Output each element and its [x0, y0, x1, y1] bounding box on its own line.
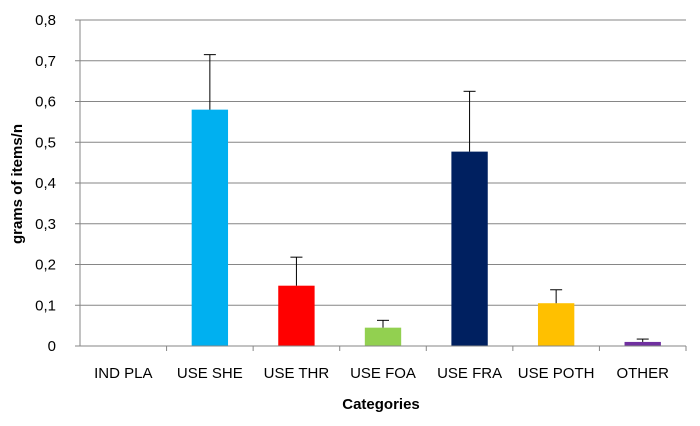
y-tick-label: 0,1: [35, 297, 56, 314]
y-tick-label: 0,8: [35, 12, 56, 29]
y-tick-label: 0,3: [35, 216, 56, 233]
bar: [191, 109, 229, 347]
y-tick-label: 0,5: [35, 134, 56, 151]
gridlines: [80, 19, 686, 306]
x-tick-label: USE SHE: [177, 365, 243, 382]
x-tick-label: USE POTH: [518, 365, 595, 382]
x-tick-label: USE FRA: [437, 365, 502, 382]
y-tick-labels: 0 0,1 0,2 0,3 0,4 0,5 0,6 0,7 0,8: [35, 12, 56, 355]
bars: [191, 109, 661, 347]
bar: [278, 285, 315, 346]
y-tick-label: 0: [48, 338, 56, 355]
y-tick-label: 0,2: [35, 257, 56, 274]
x-tick-labels: IND PLA USE SHE USE THR USE FOA USE FRA USE P…: [94, 365, 669, 382]
bar: [624, 341, 661, 346]
bar: [537, 303, 575, 346]
x-tick-label: USE FOA: [350, 365, 416, 382]
x-tick-label: IND PLA: [94, 365, 152, 382]
y-axis-title: grams of items/n: [9, 124, 26, 244]
bar: [451, 151, 488, 346]
axes: [75, 19, 687, 351]
y-tick-label: 0,4: [35, 175, 56, 192]
x-tick-label: USE THR: [264, 365, 330, 382]
bar: [364, 327, 402, 346]
y-tick-label: 0,7: [35, 53, 56, 70]
x-tick-label: OTHER: [616, 365, 669, 382]
x-axis-title: Categories: [342, 396, 420, 413]
error-bars: [203, 54, 649, 342]
y-tick-label: 0,6: [35, 94, 56, 111]
